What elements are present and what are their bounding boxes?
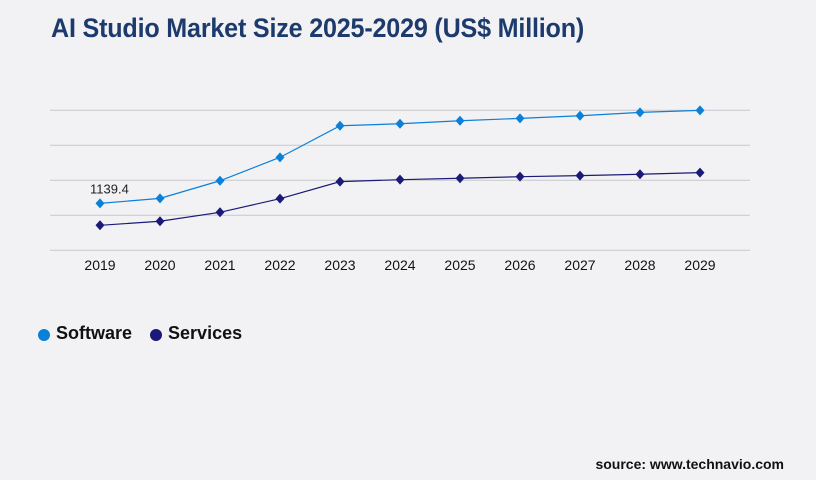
legend-marker-services [150,329,163,341]
legend: Software Services [38,323,242,344]
legend-item-software: Software [38,323,132,344]
data-point-software [275,152,285,163]
data-point-services [335,176,345,187]
x-tick-label: 2025 [444,257,475,273]
chart-title: AI Studio Market Size 2025-2029 (US$ Mil… [51,13,585,43]
x-tick-label: 2023 [324,257,355,273]
data-point-services [215,207,225,218]
data-point-software [155,193,165,204]
data-point-services [515,171,525,182]
data-point-software [455,115,465,126]
data-point-services [575,170,585,181]
x-tick-label: 2028 [624,257,655,273]
data-point-services [635,169,645,180]
x-tick-label: 2026 [504,257,535,273]
data-point-software [215,175,225,186]
x-tick-label: 2022 [264,257,295,273]
data-point-services [395,174,405,185]
data-point-software [335,120,345,131]
x-tick-label: 2029 [684,257,715,273]
legend-label-services: Services [168,323,243,343]
data-point-services [455,173,465,184]
x-tick-label: 2020 [144,257,175,273]
data-point-software [575,110,585,121]
x-tick-label: 2021 [204,257,235,273]
x-tick-label: 2027 [564,257,595,273]
x-tick-label: 2024 [384,257,415,273]
data-label: 1139.4 [90,181,129,196]
legend-marker-software [38,329,50,341]
data-point-software [515,113,525,124]
source-credit: source: www.technavio.com [595,456,784,472]
x-tick-label: 2019 [84,257,115,273]
data-point-services [155,216,165,227]
data-point-services [275,193,285,204]
data-point-services [695,167,705,178]
data-point-software [395,118,405,129]
data-point-software [635,107,645,118]
data-point-services [95,220,105,231]
data-point-software [695,105,705,116]
data-point-software [95,198,105,209]
legend-item-services: Services [150,323,242,344]
legend-label-software: Software [56,323,133,343]
